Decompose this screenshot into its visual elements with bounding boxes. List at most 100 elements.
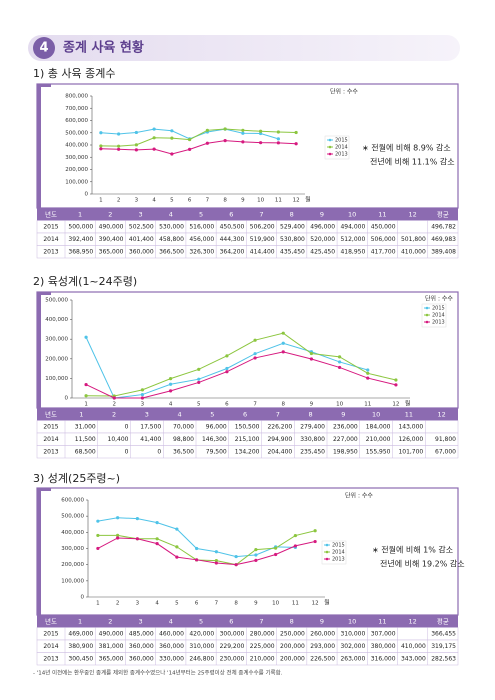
table-cell: 98,800 bbox=[173, 436, 194, 443]
table-cell: 343,000 bbox=[401, 655, 426, 662]
x-tick-label: 3 bbox=[141, 402, 145, 408]
table-cell: 368,950 bbox=[68, 248, 93, 255]
table-header-cell: 9 bbox=[320, 617, 324, 625]
data-point bbox=[99, 131, 103, 135]
data-point bbox=[134, 130, 138, 135]
table-cell: 310,000 bbox=[189, 643, 214, 650]
chart-box-accent bbox=[37, 292, 51, 295]
chart-box-accent bbox=[37, 84, 41, 208]
table-row bbox=[36, 652, 459, 666]
table-cell: 2014 bbox=[43, 643, 58, 650]
y-tick-label: 200,000 bbox=[61, 562, 84, 568]
table-header-cell: 7 bbox=[276, 410, 280, 418]
data-point bbox=[366, 376, 370, 380]
x-tick-label: 2 bbox=[117, 198, 121, 204]
table-cell: 31,000 bbox=[75, 423, 96, 430]
table-cell: 198,950 bbox=[333, 448, 358, 455]
data-point bbox=[225, 370, 229, 374]
table-header-cell: 11 bbox=[405, 410, 413, 418]
data-point bbox=[116, 533, 120, 538]
x-tick-label: 4 bbox=[155, 601, 159, 607]
x-tick-label: 3 bbox=[135, 198, 139, 204]
table-cell: 246,800 bbox=[189, 655, 214, 662]
table-header-cell: 4 bbox=[169, 210, 173, 218]
table-cell: 143,000 bbox=[398, 423, 423, 430]
table-cell: 68,500 bbox=[75, 448, 96, 455]
legend-label: 2014 bbox=[332, 550, 345, 556]
data-point bbox=[117, 144, 121, 148]
data-point bbox=[170, 129, 174, 133]
annotation: ∗ 전월에 비해 1% 감소 bbox=[372, 545, 453, 555]
chart-box-accent bbox=[37, 488, 41, 615]
table-cell: 456,000 bbox=[189, 236, 214, 243]
data-point bbox=[197, 380, 201, 385]
legend-label: 2013 bbox=[335, 152, 348, 158]
legend-swatch-dot bbox=[325, 557, 329, 561]
table-cell: 41,400 bbox=[140, 436, 161, 443]
data-point bbox=[134, 143, 138, 147]
table-cell: 155,950 bbox=[366, 448, 391, 455]
data-point bbox=[259, 141, 263, 145]
x-tick-label: 9 bbox=[310, 402, 314, 408]
x-tick-label: 8 bbox=[223, 198, 227, 204]
table-cell: 91,800 bbox=[435, 436, 456, 443]
table-header-cell: 10 bbox=[348, 210, 356, 218]
x-tick-label: 6 bbox=[195, 601, 199, 607]
table-cell: 360,000 bbox=[159, 643, 184, 650]
chart-box bbox=[36, 487, 459, 616]
table-cell: 360,000 bbox=[129, 655, 154, 662]
table-cell: 401,400 bbox=[129, 236, 154, 243]
table-cell: 2013 bbox=[43, 655, 58, 662]
table-cell: 530,000 bbox=[159, 223, 184, 230]
data-point bbox=[259, 131, 263, 136]
data-point bbox=[152, 147, 156, 151]
data-point bbox=[276, 137, 280, 141]
table-cell: 326,300 bbox=[189, 248, 214, 255]
data-point bbox=[337, 365, 342, 370]
table-cell: 330,000 bbox=[159, 655, 184, 662]
table-header-cell: 9 bbox=[320, 210, 324, 218]
table-cell: 2013 bbox=[43, 248, 58, 255]
series-line bbox=[85, 351, 397, 399]
table-header-cell: 평균 bbox=[437, 616, 449, 625]
table-cell: 530,800 bbox=[280, 236, 305, 243]
x-tick-label: 12 bbox=[312, 601, 319, 607]
table-cell: 365,000 bbox=[99, 248, 124, 255]
table-header-cell: 5 bbox=[199, 210, 203, 218]
data-point bbox=[135, 537, 139, 541]
data-point bbox=[188, 137, 192, 142]
table-cell: 235,450 bbox=[300, 448, 325, 455]
table-header-cell: 6 bbox=[229, 617, 233, 625]
annotation: 전년에 비해 19.2% 감소 bbox=[380, 559, 465, 569]
y-tick-label: 800,000 bbox=[65, 94, 88, 100]
table-cell: 282,563 bbox=[431, 655, 456, 662]
legend-label: 2014 bbox=[432, 313, 445, 319]
x-tick-label: 1 bbox=[99, 198, 103, 204]
y-tick-label: 200,000 bbox=[65, 167, 88, 173]
table-cell: 316,000 bbox=[371, 655, 396, 662]
section-title: 3) 성계(25주령~) bbox=[33, 472, 120, 485]
y-tick-label: 0 bbox=[81, 595, 85, 601]
table-cell: 0 bbox=[125, 423, 129, 430]
table-cell: 380,000 bbox=[371, 643, 396, 650]
x-tick-label: 4 bbox=[152, 198, 156, 204]
table-header-cell: 8 bbox=[290, 210, 294, 218]
annotation: ∗ 전월에 비해 8.9% 감소 bbox=[362, 143, 451, 153]
data-point bbox=[117, 147, 121, 151]
y-tick-label: 100,000 bbox=[65, 179, 88, 185]
chart-box-accent bbox=[37, 84, 51, 87]
table-cell: 469,000 bbox=[68, 630, 93, 637]
x-tick-label: 1 bbox=[96, 601, 100, 607]
table-header-cell: 3 bbox=[145, 410, 149, 418]
table-cell: 236,000 bbox=[333, 423, 358, 430]
table-cell: 420,000 bbox=[189, 630, 214, 637]
table-cell: 2015 bbox=[43, 423, 58, 430]
y-tick-label: 400,000 bbox=[61, 530, 84, 536]
table-header-cell: 9 bbox=[341, 410, 345, 418]
y-tick-label: 600,000 bbox=[65, 118, 88, 124]
x-axis-label: 월 bbox=[405, 400, 411, 408]
table-cell: 263,000 bbox=[340, 655, 365, 662]
x-tick-label: 1 bbox=[84, 402, 88, 408]
x-tick-label: 3 bbox=[136, 601, 140, 607]
table-cell: 502,500 bbox=[129, 223, 154, 230]
